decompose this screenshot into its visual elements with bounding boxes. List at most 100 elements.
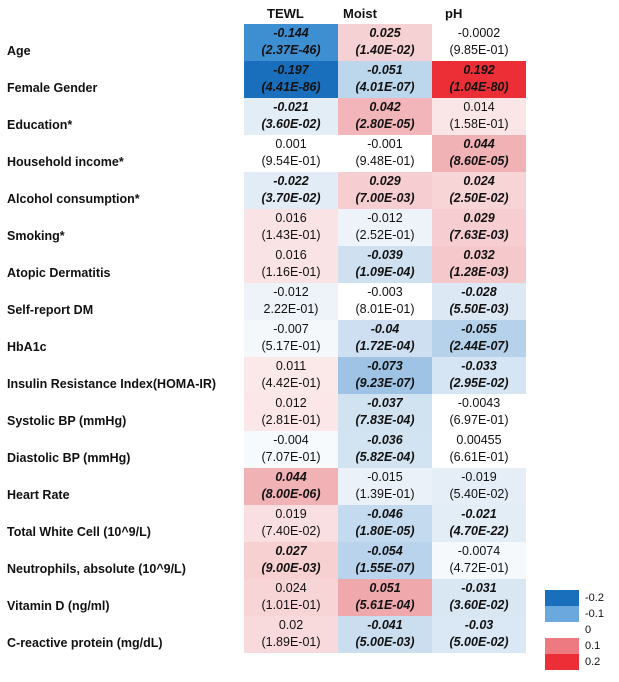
- cell-coefficient: 0.042: [369, 100, 401, 114]
- heatmap-cell: -0.004 (7.07E-01): [244, 431, 338, 468]
- cell-p-value: (7.00E-03): [355, 191, 415, 205]
- cell-coefficient: -0.03: [464, 618, 494, 632]
- column-header-tewl: TEWL: [267, 6, 304, 21]
- heatmap-cell: 0.012 (2.81E-01): [244, 394, 338, 431]
- cell-coefficient: 0.00455: [456, 433, 502, 447]
- cell-p-value: (7.83E-04): [355, 413, 415, 427]
- row-label: Education*: [7, 118, 73, 132]
- heatmap-cell: 0.024 (2.50E-02): [432, 172, 526, 209]
- cell-coefficient: -0.028: [461, 285, 497, 299]
- cell-p-value: (8.01E-01): [355, 302, 415, 316]
- column-header-ph: pH: [445, 6, 463, 21]
- cell-p-value: (3.60E-02): [449, 598, 509, 612]
- cell-p-value: (5.17E-01): [261, 339, 321, 353]
- cell-coefficient: 0.029: [369, 174, 401, 188]
- cell-coefficient: 0.016: [275, 248, 307, 262]
- cell-coefficient: -0.054: [367, 544, 403, 558]
- cell-coefficient: -0.073: [367, 359, 403, 373]
- cell-p-value: (2.80E-05): [355, 117, 415, 131]
- row-label: Smoking*: [7, 229, 65, 243]
- cell-p-value: (1.80E-05): [355, 524, 415, 538]
- cell-p-value: (9.48E-01): [355, 154, 415, 168]
- cell-p-value: (2.52E-01): [355, 228, 415, 242]
- heatmap-cell: 0.00455 (6.61E-01): [432, 431, 526, 468]
- cell-coefficient: -0.004: [273, 433, 309, 447]
- cell-p-value: (3.70E-02): [261, 191, 321, 205]
- heatmap-cell: -0.0002 (9.85E-01): [432, 24, 526, 61]
- heatmap-cell: 0.042 (2.80E-05): [338, 98, 432, 135]
- cell-coefficient: 0.016: [275, 211, 307, 225]
- heatmap-cell: -0.04 (1.72E-04): [338, 320, 432, 357]
- cell-coefficient: 0.024: [463, 174, 495, 188]
- cell-coefficient: 0.011: [275, 359, 307, 373]
- cell-p-value: (1.16E-01): [261, 265, 321, 279]
- cell-coefficient: -0.012: [273, 285, 309, 299]
- row-label: Atopic Dermatitis: [7, 266, 111, 280]
- row-label: Vitamin D (ng/ml): [7, 599, 110, 613]
- legend-swatch: [545, 606, 579, 622]
- legend-swatch: [545, 622, 579, 638]
- cell-p-value: (7.40E-02): [261, 524, 321, 538]
- heatmap-cell: -0.03 (5.00E-02): [432, 616, 526, 653]
- row-label: Insulin Resistance Index(HOMA-IR): [7, 377, 217, 391]
- heatmap-cell: -0.012 (2.52E-01): [338, 209, 432, 246]
- cell-coefficient: -0.046: [367, 507, 403, 521]
- legend-swatch: [545, 654, 579, 670]
- cell-coefficient: -0.0074: [457, 544, 501, 558]
- cell-coefficient: 0.029: [463, 211, 495, 225]
- cell-p-value: (2.37E-46): [261, 43, 321, 57]
- cell-coefficient: 0.192: [463, 63, 495, 77]
- row-label: C-reactive protein (mg/dL): [7, 636, 163, 650]
- cell-coefficient: -0.055: [461, 322, 497, 336]
- cell-p-value: (1.89E-01): [261, 635, 321, 649]
- row-label: Heart Rate: [7, 488, 70, 502]
- cell-p-value: (1.39E-01): [355, 487, 415, 501]
- cell-p-value: (5.50E-03): [449, 302, 509, 316]
- heatmap-cell: 0.044 (8.00E-06): [244, 468, 338, 505]
- heatmap-cell: 0.02 (1.89E-01): [244, 616, 338, 653]
- cell-p-value: (1.58E-01): [449, 117, 509, 131]
- heatmap-cell: -0.015 (1.39E-01): [338, 468, 432, 505]
- cell-p-value: (1.43E-01): [261, 228, 321, 242]
- legend-label: -0.2: [585, 592, 604, 604]
- heatmap-cell: -0.037 (7.83E-04): [338, 394, 432, 431]
- cell-coefficient: -0.015: [367, 470, 403, 484]
- heatmap-cell: 0.029 (7.63E-03): [432, 209, 526, 246]
- cell-coefficient: -0.051: [367, 63, 403, 77]
- cell-coefficient: 0.024: [275, 581, 307, 595]
- heatmap-cell: -0.039 (1.09E-04): [338, 246, 432, 283]
- cell-p-value: (6.61E-01): [449, 450, 509, 464]
- heatmap-cell: 0.027 (9.00E-03): [244, 542, 338, 579]
- heatmap-cell: -0.197 (4.41E-86): [244, 61, 338, 98]
- cell-p-value: (4.72E-01): [449, 561, 509, 575]
- heatmap-cell: 0.011 (4.42E-01): [244, 357, 338, 394]
- cell-p-value: (9.85E-01): [449, 43, 509, 57]
- cell-p-value: (5.00E-03): [355, 635, 415, 649]
- legend-label: -0.1: [585, 608, 604, 620]
- cell-p-value: (7.63E-03): [449, 228, 509, 242]
- heatmap-cell: 0.025 (1.40E-02): [338, 24, 432, 61]
- cell-coefficient: 0.032: [463, 248, 495, 262]
- cell-coefficient: 0.014: [463, 100, 495, 114]
- cell-coefficient: -0.039: [367, 248, 403, 262]
- cell-p-value: (2.44E-07): [449, 339, 509, 353]
- cell-coefficient: -0.012: [367, 211, 403, 225]
- heatmap-cell: -0.007 (5.17E-01): [244, 320, 338, 357]
- cell-p-value: (2.81E-01): [261, 413, 321, 427]
- cell-coefficient: -0.0002: [457, 26, 501, 40]
- cell-p-value: (1.40E-02): [355, 43, 415, 57]
- cell-coefficient: 0.051: [369, 581, 401, 595]
- cell-p-value: (9.23E-07): [355, 376, 415, 390]
- cell-p-value: (4.01E-07): [355, 80, 415, 94]
- cell-p-value: (9.54E-01): [261, 154, 321, 168]
- cell-coefficient: -0.041: [367, 618, 403, 632]
- cell-coefficient: -0.019: [461, 470, 497, 484]
- heatmap-cell: -0.028 (5.50E-03): [432, 283, 526, 320]
- heatmap-cell: 0.001 (9.54E-01): [244, 135, 338, 172]
- cell-p-value: 2.22E-01): [263, 302, 319, 316]
- row-label: Household income*: [7, 155, 124, 169]
- cell-p-value: (4.42E-01): [261, 376, 321, 390]
- cell-coefficient: -0.144: [273, 26, 309, 40]
- heatmap-cell: -0.055 (2.44E-07): [432, 320, 526, 357]
- cell-coefficient: -0.007: [273, 322, 309, 336]
